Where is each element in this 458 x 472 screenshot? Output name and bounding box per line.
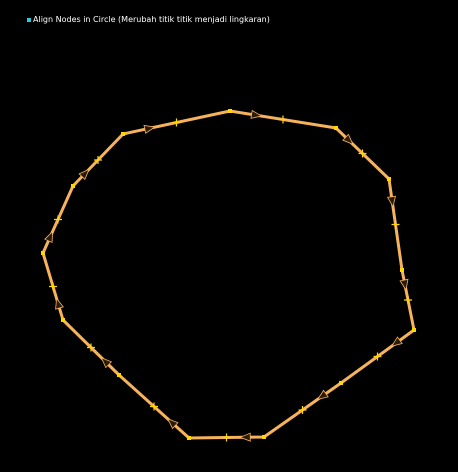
plus-icon[interactable]	[87, 343, 95, 352]
way-nodes[interactable]	[41, 109, 416, 440]
plus-icon[interactable]	[373, 352, 382, 361]
plus-icon[interactable]	[54, 215, 62, 224]
plus-icon[interactable]	[222, 433, 231, 442]
way-node[interactable]	[412, 328, 416, 332]
tooltip-caption: Align Nodes in Circle (Merubah titik tit…	[27, 15, 270, 24]
direction-arrows	[44, 109, 409, 442]
plus-icon[interactable]	[150, 402, 158, 411]
midpoint-markers[interactable]	[49, 115, 412, 442]
plus-icon[interactable]	[172, 118, 181, 127]
way-node[interactable]	[339, 381, 343, 385]
arrow-icon	[390, 336, 403, 347]
arrow-icon	[250, 109, 263, 119]
plus-icon[interactable]	[49, 282, 57, 291]
square-bullet-icon	[27, 17, 31, 22]
arrow-icon	[386, 195, 397, 208]
plus-icon[interactable]	[358, 149, 367, 158]
plus-icon[interactable]	[391, 220, 400, 229]
way-node[interactable]	[262, 435, 266, 439]
arrow-icon	[399, 278, 409, 291]
way-node[interactable]	[61, 318, 65, 322]
way-node[interactable]	[334, 126, 338, 130]
plus-icon[interactable]	[279, 115, 287, 124]
arrow-icon	[78, 168, 90, 181]
plus-icon[interactable]	[298, 406, 307, 414]
way-node[interactable]	[41, 251, 45, 255]
arrow-icon	[143, 124, 156, 134]
way-node[interactable]	[387, 177, 391, 181]
arrow-icon	[166, 418, 179, 430]
arrow-icon	[316, 389, 329, 400]
way-node[interactable]	[71, 184, 75, 188]
way-node[interactable]	[400, 268, 404, 272]
way-node[interactable]	[121, 132, 125, 136]
arrow-icon	[100, 356, 113, 369]
caption-text: Align Nodes in Circle (Merubah titik tit…	[33, 15, 270, 24]
plus-icon[interactable]	[404, 296, 412, 304]
arrow-icon	[342, 133, 354, 145]
plus-icon[interactable]	[94, 156, 102, 164]
way-node[interactable]	[117, 373, 121, 377]
way-node[interactable]	[187, 436, 191, 440]
arrow-icon	[55, 297, 64, 310]
way-node[interactable]	[228, 109, 232, 113]
arrow-icon	[239, 432, 251, 442]
arrow-icon	[44, 230, 53, 244]
